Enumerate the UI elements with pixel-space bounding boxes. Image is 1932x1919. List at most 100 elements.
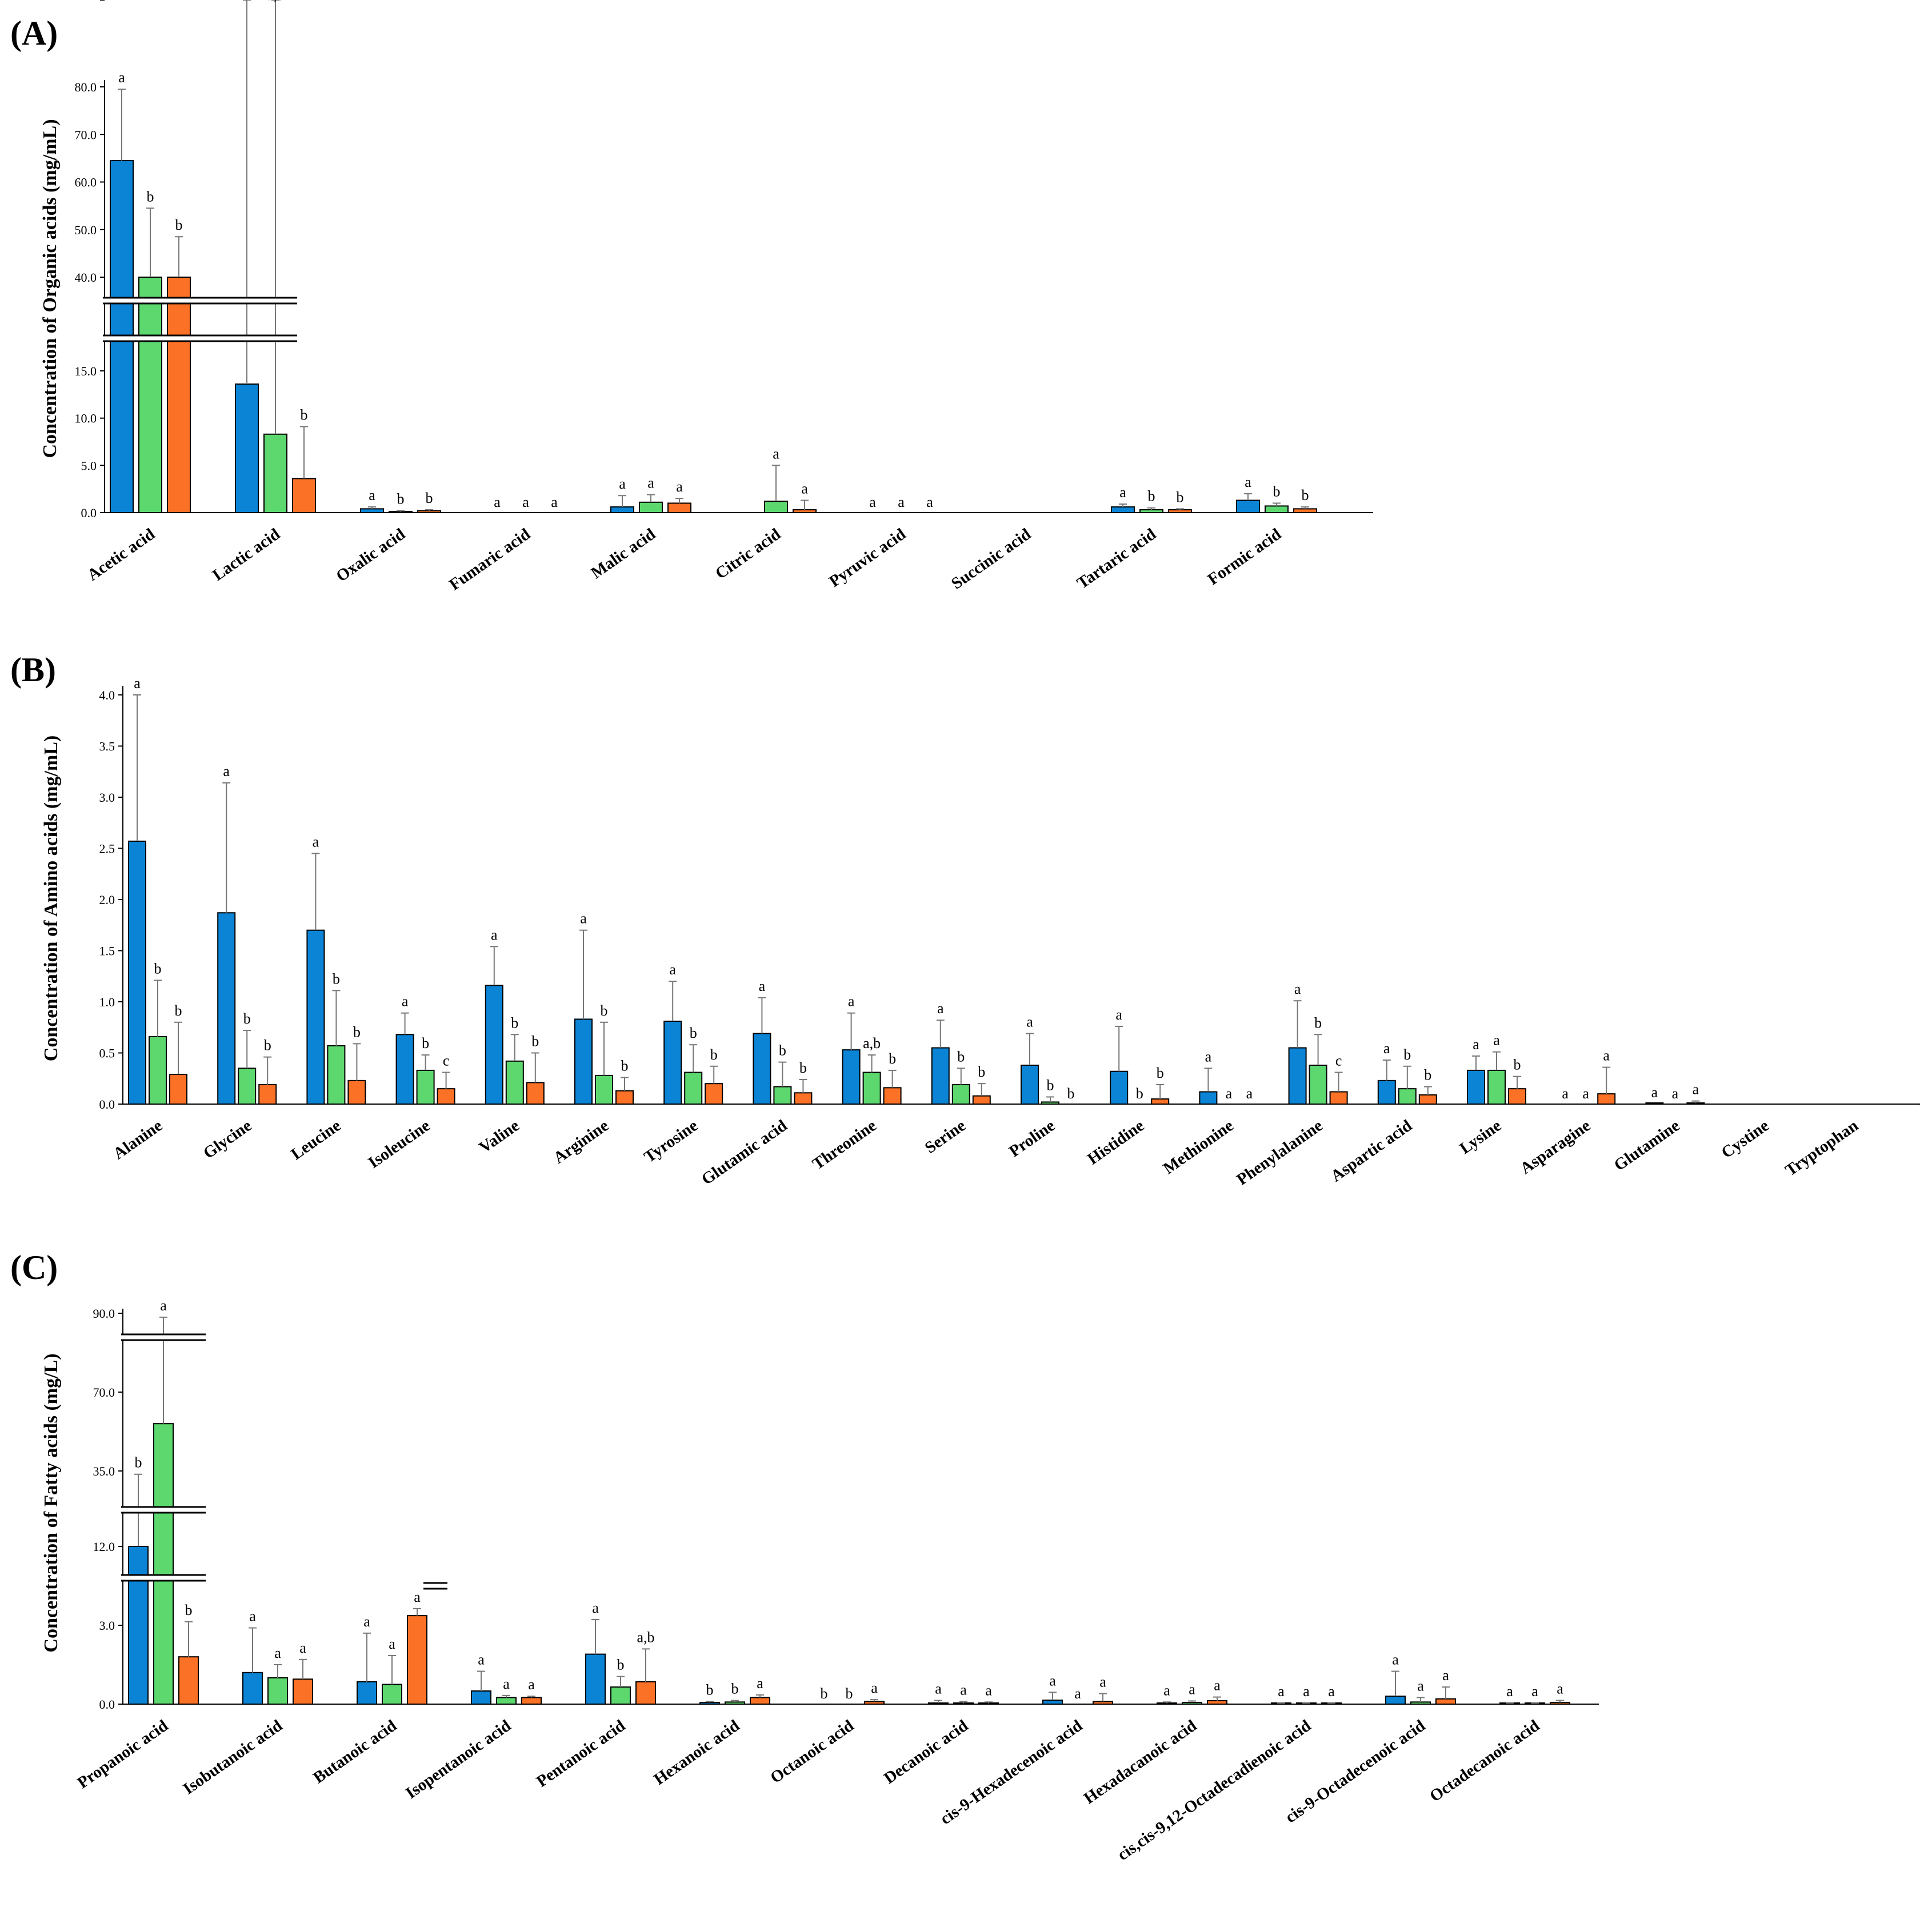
- significance-label: b: [957, 1048, 965, 1065]
- bar-malic-acid-series-1: [610, 506, 634, 514]
- significance-label: a: [1562, 1085, 1569, 1102]
- significance-label: a: [1245, 474, 1251, 490]
- bar-butanoic-acid-series-3: [407, 1615, 427, 1705]
- significance-label: a: [223, 763, 230, 779]
- significance-label: b: [1136, 1085, 1143, 1102]
- bar-serine-series-2: [951, 1084, 970, 1105]
- axis-break-gap: [103, 298, 297, 303]
- category-label-isobutanoic-acid: Isobutanoic acid: [180, 1717, 286, 1798]
- bar-isobutanoic-acid-series-1: [242, 1672, 263, 1705]
- significance-label: a: [1603, 1048, 1610, 1064]
- category-label-threonine: Threonine: [809, 1116, 880, 1173]
- y-tick-label: 0.0: [81, 506, 97, 520]
- y-tick-label: 50.0: [75, 223, 97, 237]
- significance-label: a: [871, 1680, 878, 1696]
- significance-label: b: [333, 970, 340, 987]
- significance-label: c: [443, 1053, 450, 1069]
- significance-label: b: [185, 1602, 193, 1618]
- bar-leucine-series-1: [306, 929, 325, 1105]
- bar-leucine-series-3: [347, 1080, 366, 1105]
- y-tick-label: 4.0: [99, 688, 115, 702]
- significance-label: a: [592, 1600, 599, 1616]
- category-label-octadecanoic-acid: Octadecanoic acid: [1426, 1717, 1543, 1806]
- significance-label: b: [397, 491, 405, 507]
- bar-glycine-series-3: [258, 1084, 277, 1105]
- y-tick-label: 60.0: [75, 175, 97, 190]
- category-label-lysine: Lysine: [1457, 1116, 1505, 1158]
- bar-pentanoic-acid-series-1: [585, 1653, 606, 1705]
- bar-isoleucine-series-2: [416, 1069, 435, 1105]
- bar-glutamine-series-1: [1645, 1102, 1664, 1105]
- bar-histidine-series-1: [1110, 1070, 1129, 1105]
- y-tick-label: 40.0: [75, 270, 97, 285]
- significance-label: a,b: [637, 1629, 654, 1645]
- significance-label: b: [710, 1046, 718, 1063]
- bar-cis-9-octadecenoic-acid-series-3: [1435, 1698, 1456, 1705]
- significance-label: b: [690, 1025, 697, 1041]
- bar-isoleucine-series-3: [437, 1088, 455, 1105]
- significance-label: b: [889, 1050, 896, 1067]
- category-label-alanine: Alanine: [110, 1116, 166, 1163]
- bar-serine-series-3: [972, 1095, 991, 1105]
- significance-label: b: [1403, 1046, 1411, 1063]
- significance-label: a: [478, 1652, 485, 1668]
- bar-formic-acid-series-2: [1265, 505, 1289, 514]
- bar-citric-acid-series-3: [793, 509, 817, 513]
- significance-label: a: [1493, 1032, 1500, 1049]
- significance-label: a: [1672, 1085, 1679, 1102]
- bar-arginine-series-1: [574, 1018, 593, 1105]
- significance-label: b: [601, 1002, 608, 1019]
- y-tick-label: 25.0: [75, 0, 97, 3]
- significance-label: b: [1302, 487, 1309, 503]
- bar-arginine-series-3: [615, 1090, 634, 1105]
- significance-label: a: [249, 1608, 256, 1625]
- category-label-methionine: Methionine: [1160, 1116, 1237, 1178]
- y-tick-label: 12.0: [93, 1540, 115, 1554]
- category-label-hexadacanoic-acid: Hexadacanoic acid: [1081, 1717, 1200, 1808]
- significance-label: a: [1205, 1048, 1212, 1065]
- bar-alanine-series-1: [128, 840, 146, 1105]
- significance-label: a: [759, 978, 766, 994]
- significance-label: a: [363, 1613, 370, 1630]
- significance-label: b: [779, 1042, 786, 1059]
- significance-label: a: [1473, 1036, 1479, 1053]
- significance-label: b: [731, 1681, 739, 1697]
- significance-label: a: [1246, 1085, 1253, 1102]
- bar-glutamic-acid-series-3: [794, 1092, 813, 1105]
- category-label-oxalic-acid: Oxalic acid: [333, 525, 409, 586]
- category-label-hexanoic-acid: Hexanoic acid: [650, 1717, 743, 1789]
- bar-cis-9-hexadecenoic-acid-series-3: [1093, 1701, 1113, 1705]
- category-label-tryptophan: Tryptophan: [1782, 1117, 1861, 1180]
- bar-butanoic-acid-series-1: [357, 1681, 377, 1705]
- y-axis-title: Concentration of Fatty acids (mg/L): [41, 1353, 62, 1652]
- bar-formic-acid-series-1: [1236, 499, 1260, 513]
- category-label-isopentanoic-acid: Isopentanoic acid: [402, 1717, 514, 1803]
- significance-label: a: [1226, 1085, 1233, 1102]
- y-tick-label: 5.0: [81, 458, 97, 473]
- bar-hexanoic-acid-series-1: [699, 1702, 720, 1705]
- category-label-propanoic-acid: Propanoic acid: [74, 1717, 171, 1793]
- significance-label: a: [1383, 1040, 1390, 1057]
- significance-label: a: [414, 1589, 421, 1605]
- y-tick-label: 3.5: [99, 739, 115, 754]
- significance-label: a: [960, 1681, 967, 1698]
- bar-alanine-series-2: [149, 1036, 167, 1105]
- significance-label: a: [274, 1645, 281, 1661]
- category-label-cis-cis-9-12-octadecadienoic-acid: cis,cis-9,12-Octadecadienoic acid: [1114, 1717, 1314, 1865]
- bar-phenylalanine-series-3: [1329, 1091, 1348, 1105]
- bar-cis-9-octadecenoic-acid-series-1: [1385, 1696, 1406, 1705]
- bar-threonine-series-2: [862, 1072, 881, 1105]
- y-tick-label: 3.0: [99, 790, 115, 805]
- bar-propanoic-acid-series-2: [153, 1423, 174, 1705]
- y-axis-title: Concentration of Organic acids (mg/mL): [39, 119, 61, 458]
- y-tick-label: 90.0: [93, 1306, 115, 1321]
- bar-isopentanoic-acid-series-3: [521, 1697, 542, 1705]
- significance-label: a: [1651, 1084, 1658, 1101]
- significance-label: a: [1506, 1683, 1513, 1700]
- significance-label: b: [978, 1064, 985, 1080]
- panel-letter: (A): [10, 14, 58, 52]
- y-tick-label: 15.0: [75, 364, 97, 378]
- bar-oxalic-acid-series-3: [417, 510, 441, 514]
- significance-label: a: [313, 833, 319, 850]
